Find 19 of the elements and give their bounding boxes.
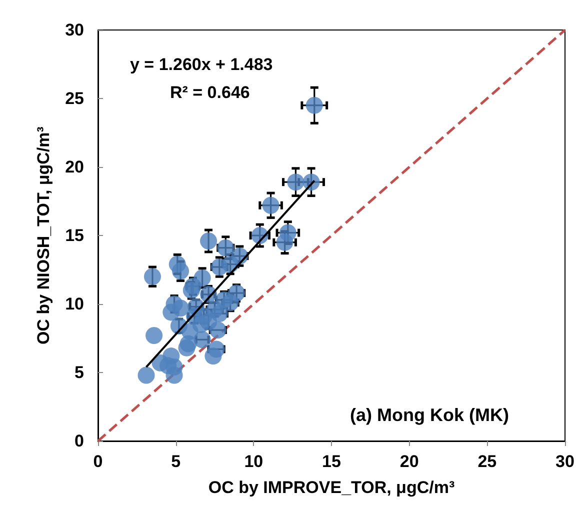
annotation: (a) Mong Kok (MK): [350, 405, 510, 425]
annotation: y = 1.260x + 1.483: [130, 55, 273, 74]
x-tick-label: 25: [478, 452, 497, 471]
y-tick-label: 25: [65, 89, 84, 108]
annotation: R² = 0.646: [170, 83, 250, 102]
x-tick-label: 5: [171, 452, 181, 471]
y-axis-title: OC by NIOSH_TOT, μgC/m³: [34, 126, 53, 344]
y-tick-label: 30: [65, 20, 84, 40]
x-tick-label: 20: [400, 452, 419, 471]
x-tick-label: 15: [322, 452, 341, 471]
x-axis-title: OC by IMPROVE_TOR, μgC/m³: [208, 478, 455, 497]
y-tick-label: 20: [65, 158, 84, 176]
y-tick-label: 5: [74, 363, 84, 382]
y-tick-label: 15: [65, 226, 84, 245]
y-tick-label: 10: [65, 294, 84, 314]
x-tick-label: 30: [556, 452, 574, 471]
y-tick-label: 0: [74, 432, 84, 450]
x-tick-label: 0: [93, 452, 103, 471]
x-tick-label: 10: [244, 452, 264, 471]
